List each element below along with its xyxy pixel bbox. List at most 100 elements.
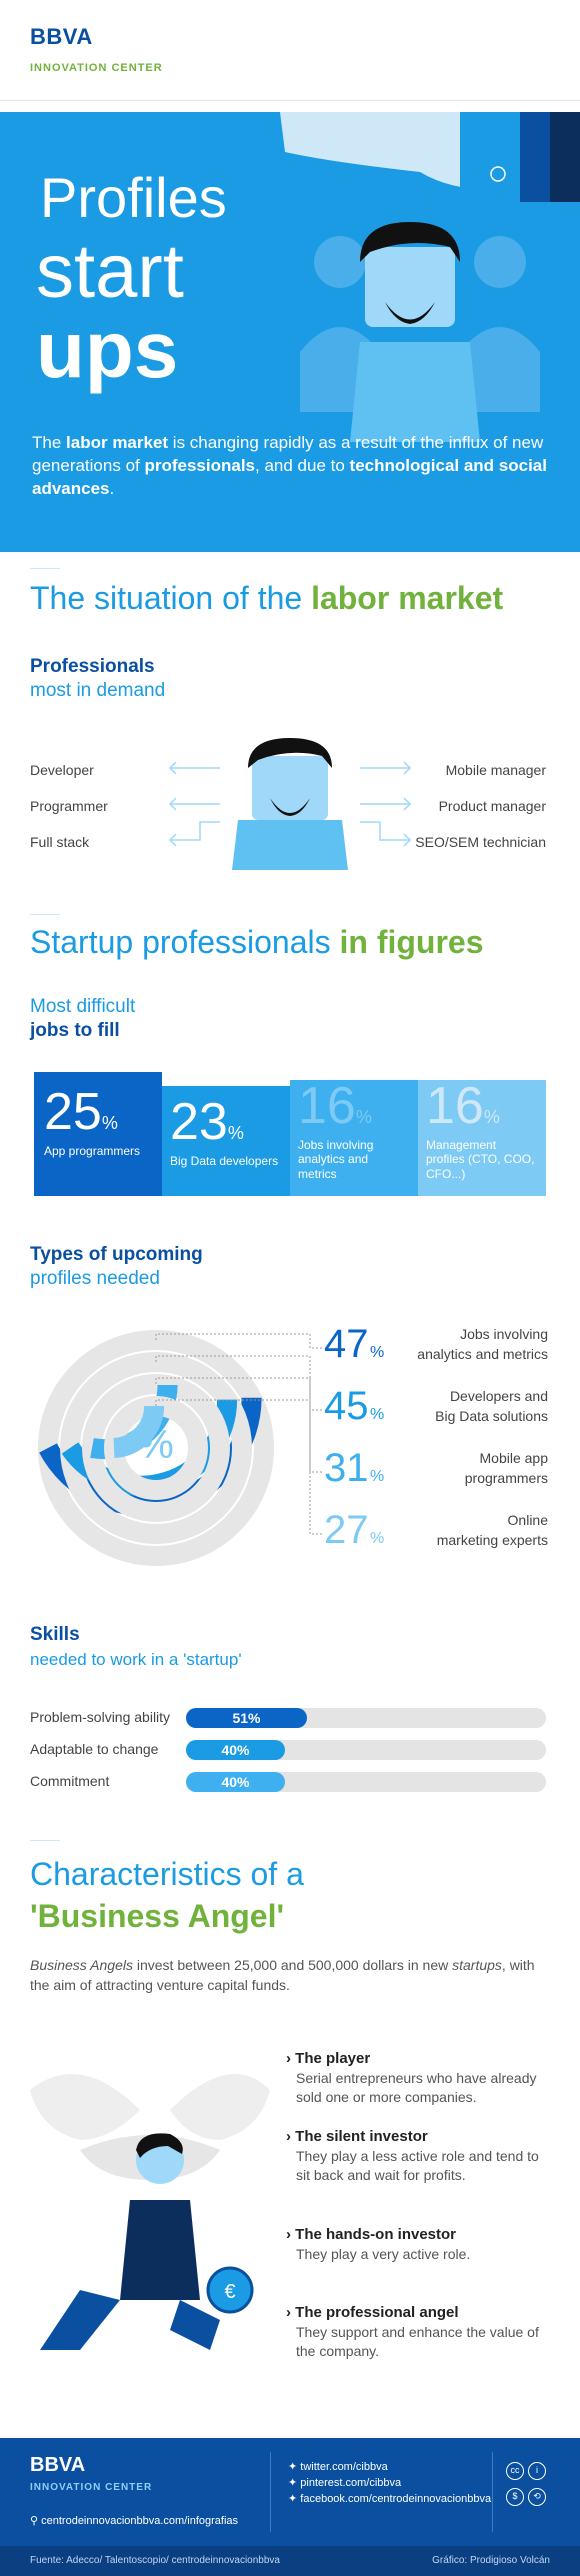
cc-license-icon: cc bbox=[506, 2462, 524, 2480]
footer-divider bbox=[270, 2452, 271, 2532]
chevron-right-icon: › bbox=[286, 2128, 296, 2145]
angel-type-description: They play a less active role and tend to… bbox=[296, 2148, 539, 2183]
hero-illustration bbox=[280, 112, 580, 442]
header-divider bbox=[0, 100, 580, 101]
professionals-subheading: most in demand bbox=[30, 680, 166, 701]
skill-value: 51% bbox=[232, 1710, 261, 1726]
difficult-jobs-heading-b: jobs to fill bbox=[30, 1020, 120, 1041]
angel-title-b: 'Business Angel' bbox=[30, 1898, 285, 1934]
upcoming-heading-a: Types of upcoming bbox=[30, 1244, 203, 1265]
upcoming-unit: % bbox=[370, 1468, 385, 1485]
chevron-right-icon: › bbox=[286, 2304, 296, 2321]
upcoming-donut-chart: % bbox=[38, 1330, 324, 1566]
skill-label: Commitment bbox=[30, 1773, 110, 1789]
donut-center-symbol: % bbox=[138, 1423, 174, 1467]
chevron-right-icon: › bbox=[286, 2050, 296, 2067]
angel-description: Business Angels invest between 25,000 an… bbox=[30, 1957, 535, 1993]
footer-credits-bar: Fuente: Adecco/ Talentoscopio/ centrodei… bbox=[0, 2546, 580, 2576]
section-rule bbox=[30, 568, 60, 569]
donut-arc bbox=[112, 1405, 165, 1458]
donut-leader-line bbox=[155, 1399, 324, 1535]
innovation-center-label: INNOVATION CENTER bbox=[30, 62, 163, 74]
situation-title: The situation of the labor market bbox=[30, 580, 504, 616]
angel-type-name: › The player bbox=[286, 2050, 371, 2067]
link-icon: ⚲ bbox=[30, 2515, 42, 2527]
angel-type-description: Serial entrepreneurs who have already so… bbox=[296, 2070, 537, 2105]
footer-divider bbox=[492, 2452, 493, 2532]
angel-type: › The player Serial entrepreneurs who ha… bbox=[286, 2050, 556, 2107]
bbva-logo: BBVA bbox=[30, 24, 93, 49]
upcoming-value: 31 bbox=[324, 1446, 369, 1490]
skill-value: 40% bbox=[221, 1742, 250, 1758]
skills-heading: Skills bbox=[30, 1624, 80, 1645]
angel-type-name: › The silent investor bbox=[286, 2128, 428, 2145]
footer-pinterest-link[interactable]: ✦ pinterest.com/cibbva bbox=[288, 2477, 402, 2489]
hero-intro: The labor market is changing rapidly as … bbox=[32, 433, 547, 498]
angel-type: › The hands-on investor They play a very… bbox=[286, 2226, 556, 2264]
donut-leader-line bbox=[155, 1333, 324, 1349]
noncommercial-icon: $ bbox=[506, 2488, 524, 2506]
upcoming-item: 45 % Developers and Big Data solutions bbox=[324, 1382, 548, 1438]
role-product-manager: Product manager bbox=[438, 798, 546, 814]
upcoming-item: 27 % Online marketing experts bbox=[324, 1506, 548, 1562]
hero-banner: Profiles start ups The labor market is c… bbox=[0, 112, 580, 552]
hero-title-line-1: Profiles bbox=[40, 166, 227, 229]
page-footer: BBVA INNOVATION CENTER ⚲ centrodeinnovac… bbox=[0, 2438, 580, 2576]
upcoming-unit: % bbox=[370, 1530, 385, 1547]
upcoming-label-1: Jobs involving bbox=[460, 1326, 548, 1342]
stat-box-big-data: 23% Big Data developers bbox=[162, 1086, 290, 1196]
section-rule bbox=[30, 914, 60, 915]
footer-bbva-logo: BBVA bbox=[30, 2454, 86, 2476]
stat-box-management: 16% Management profiles (CTO, COO, CFO...… bbox=[418, 1080, 546, 1196]
facebook-icon: ✦ bbox=[288, 2493, 301, 2505]
footer-source: Fuente: Adecco/ Talentoscopio/ centrodei… bbox=[30, 2555, 280, 2566]
page-header: BBVA INNOVATION CENTER bbox=[0, 0, 580, 100]
professional-illustration bbox=[168, 738, 412, 870]
footer-facebook-link[interactable]: ✦ facebook.com/centrodeinnovacionbbva bbox=[288, 2493, 492, 2505]
angel-title-a: Characteristics of a bbox=[30, 1856, 304, 1892]
upcoming-label-2: analytics and metrics bbox=[417, 1346, 548, 1362]
upcoming-value: 45 bbox=[324, 1384, 369, 1428]
figures-title: Startup professionals in figures bbox=[30, 924, 484, 960]
role-seo-sem-technician: SEO/SEM technician bbox=[415, 834, 546, 850]
upcoming-label-1: Online bbox=[507, 1512, 548, 1528]
skill-bar-fill: 40% bbox=[186, 1772, 285, 1792]
upcoming-label-1: Developers and bbox=[449, 1388, 548, 1404]
hero-title-line-2: start bbox=[36, 229, 184, 314]
role-programmer: Programmer bbox=[30, 798, 108, 814]
role-developer: Developer bbox=[30, 762, 94, 778]
footer-innovation-center: INNOVATION CENTER bbox=[30, 2482, 153, 2493]
attribution-icon: i bbox=[528, 2462, 546, 2480]
stat-box-analytics: 16% Jobs involving analytics and metrics bbox=[290, 1080, 418, 1196]
professionals-heading: Professionals bbox=[30, 656, 155, 677]
skill-bar-fill: 51% bbox=[186, 1708, 307, 1728]
upcoming-value: 27 bbox=[324, 1508, 369, 1552]
role-full-stack: Full stack bbox=[30, 834, 90, 850]
upcoming-unit: % bbox=[370, 1406, 385, 1423]
footer-site-link[interactable]: ⚲ centrodeinnovacionbbva.com/infografias bbox=[30, 2515, 239, 2527]
upcoming-label-2: marketing experts bbox=[436, 1532, 548, 1548]
skill-label: Adaptable to change bbox=[30, 1741, 159, 1757]
chevron-right-icon: › bbox=[286, 2226, 296, 2243]
skill-value: 40% bbox=[221, 1774, 250, 1790]
upcoming-legend: 47 % Jobs involving analytics and metric… bbox=[324, 1320, 548, 1570]
angel-type-description: They support and enhance the value of th… bbox=[296, 2324, 539, 2359]
hero-title-line-3: ups bbox=[36, 305, 179, 394]
euro-coin-symbol: € bbox=[224, 2281, 235, 2303]
difficult-jobs-heading-a: Most difficult bbox=[30, 996, 136, 1017]
upcoming-unit: % bbox=[370, 1344, 385, 1361]
upcoming-label-2: Big Data solutions bbox=[435, 1408, 548, 1424]
upcoming-label-2: programmers bbox=[464, 1470, 548, 1486]
skills-subheading: needed to work in a 'startup' bbox=[30, 1650, 242, 1669]
donut-leader-line bbox=[155, 1355, 324, 1411]
upcoming-value: 47 bbox=[324, 1322, 369, 1366]
footer-credit: Gráfico: Prodigioso Volcán bbox=[432, 2555, 550, 2566]
footer-twitter-link[interactable]: ✦ twitter.com/cibbva bbox=[288, 2461, 388, 2473]
angel-type-description: They play a very active role. bbox=[296, 2246, 471, 2262]
pinterest-icon: ✦ bbox=[288, 2477, 301, 2489]
angel-type: › The professional angel They support an… bbox=[286, 2304, 556, 2361]
upcoming-item: 47 % Jobs involving analytics and metric… bbox=[324, 1320, 548, 1376]
donut-leader-line bbox=[155, 1377, 324, 1473]
upcoming-item: 31 % Mobile app programmers bbox=[324, 1444, 548, 1500]
twitter-icon: ✦ bbox=[288, 2461, 301, 2473]
